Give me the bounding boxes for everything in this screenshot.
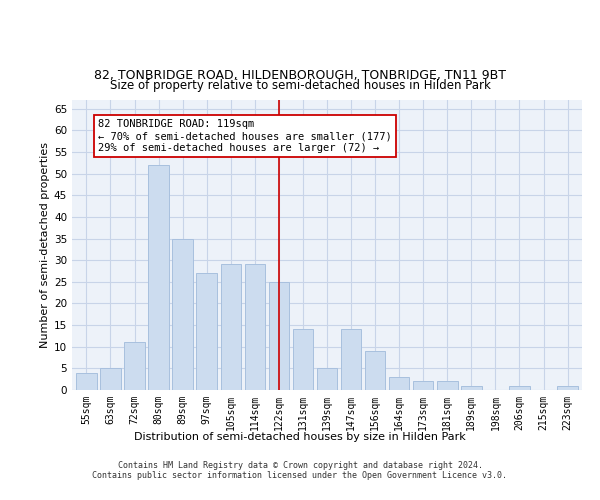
Text: Distribution of semi-detached houses by size in Hilden Park: Distribution of semi-detached houses by … bbox=[134, 432, 466, 442]
Bar bbox=[365, 351, 385, 390]
Bar bbox=[437, 382, 458, 390]
Text: Size of property relative to semi-detached houses in Hilden Park: Size of property relative to semi-detach… bbox=[110, 80, 490, 92]
Bar bbox=[221, 264, 241, 390]
Bar bbox=[148, 165, 169, 390]
Bar bbox=[461, 386, 482, 390]
Bar bbox=[413, 382, 433, 390]
Bar bbox=[341, 330, 361, 390]
Bar bbox=[124, 342, 145, 390]
Text: 82, TONBRIDGE ROAD, HILDENBOROUGH, TONBRIDGE, TN11 9BT: 82, TONBRIDGE ROAD, HILDENBOROUGH, TONBR… bbox=[94, 70, 506, 82]
Bar bbox=[245, 264, 265, 390]
Text: Contains HM Land Registry data © Crown copyright and database right 2024.
Contai: Contains HM Land Registry data © Crown c… bbox=[92, 460, 508, 480]
Bar bbox=[196, 273, 217, 390]
Bar bbox=[76, 372, 97, 390]
Bar bbox=[172, 238, 193, 390]
Bar bbox=[293, 330, 313, 390]
Bar bbox=[269, 282, 289, 390]
Y-axis label: Number of semi-detached properties: Number of semi-detached properties bbox=[40, 142, 50, 348]
Text: 82 TONBRIDGE ROAD: 119sqm
← 70% of semi-detached houses are smaller (177)
29% of: 82 TONBRIDGE ROAD: 119sqm ← 70% of semi-… bbox=[98, 120, 392, 152]
Bar bbox=[389, 377, 409, 390]
Bar bbox=[509, 386, 530, 390]
Bar bbox=[317, 368, 337, 390]
Bar bbox=[100, 368, 121, 390]
Bar bbox=[557, 386, 578, 390]
